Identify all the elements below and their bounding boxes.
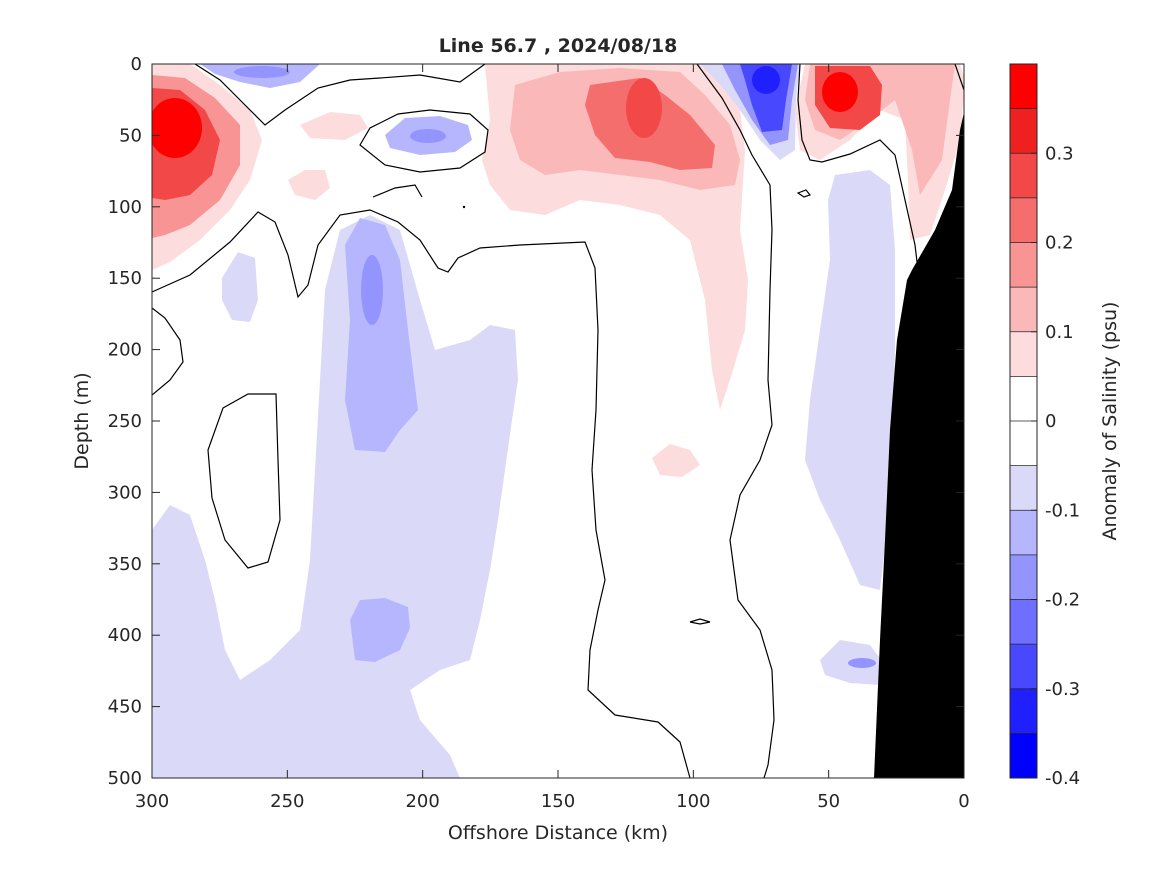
- contour-region-neg-east: [805, 170, 895, 590]
- contour-region-neg-top-core: [234, 66, 290, 78]
- plot-area: 300 250 200 150 100 50 0 050100150200250300350…: [108, 54, 970, 812]
- contour-region-neg-deep-east-core: [848, 658, 876, 668]
- colorbar-tick-label: -0.1: [1045, 500, 1080, 521]
- colorbar-tick-label: 0.3: [1045, 143, 1074, 164]
- colorbar-segment: [1010, 733, 1037, 778]
- colorbar-tick-label: -0.2: [1045, 590, 1080, 611]
- y-tick-label: 150: [108, 268, 142, 289]
- y-tick-label: 300: [108, 482, 142, 503]
- contour-region-neg-small: [222, 252, 258, 322]
- colorbar-tick-label: 0.2: [1045, 233, 1074, 254]
- colorbar-tick-label: 0: [1045, 411, 1056, 432]
- x-tick-label: 100: [676, 791, 710, 812]
- contour-region-neg-50-core: [410, 129, 446, 143]
- x-axis: 300 250 200 150 100 50 0: [135, 64, 970, 812]
- contour-region-neg-west: [152, 215, 518, 778]
- colorbar-segment: [1010, 465, 1037, 511]
- colorbar-segment: [1010, 376, 1037, 421]
- colorbar-segment: [1010, 644, 1037, 689]
- colorbar-segment: [1010, 688, 1037, 734]
- contour-region-neg-coastal-core: [752, 66, 780, 94]
- contour-region-pos-west-core: [152, 98, 202, 158]
- colorbar-tick-label: 0.1: [1045, 322, 1074, 343]
- x-tick-label: 250: [270, 791, 304, 812]
- y-tick-label: 500: [108, 768, 142, 789]
- colorbar-segment: [1010, 153, 1037, 198]
- contour-dot: [462, 205, 466, 209]
- contour-region-pos-east-core: [822, 72, 858, 112]
- colorbar-tick-label: -0.4: [1045, 768, 1080, 789]
- colorbar-label: Anomaly of Salinity (psu): [1099, 302, 1121, 541]
- x-tick-label: 150: [541, 791, 575, 812]
- x-tick-label: 0: [958, 791, 969, 812]
- contour-region-pos-small-deep: [652, 444, 700, 477]
- x-tick-label: 300: [135, 791, 169, 812]
- y-tick-label: 250: [108, 411, 142, 432]
- y-tick-label: 50: [119, 125, 142, 146]
- colorbar-segment: [1010, 421, 1037, 466]
- colorbar: 0.3 0.2 0.1 0 -0.1 -0.2 -0.3 -0.4: [1009, 63, 1080, 789]
- colorbar-segment: [1010, 331, 1037, 377]
- y-axis: 0 50 100 150 200 250 300 350 400 450 500: [108, 54, 964, 789]
- zero-contour-lines: [152, 64, 964, 778]
- x-tick-label: 50: [817, 791, 840, 812]
- y-axis-label: Depth (m): [71, 372, 93, 469]
- y-tick-label: 350: [108, 554, 142, 575]
- contour-region-neg-deepcore: [361, 255, 383, 325]
- y-tick-label: 0: [131, 54, 142, 75]
- colorbar-segment: [1010, 554, 1037, 600]
- contour-region-pos-central-core: [626, 78, 662, 138]
- colorbar-segment: [1010, 510, 1037, 555]
- colorbar-segment: [1010, 599, 1037, 645]
- colorbar-segment: [1010, 108, 1037, 154]
- colorbar-tick-label: -0.3: [1045, 679, 1080, 700]
- filled-contours: [152, 64, 964, 778]
- y-tick-label: 450: [108, 697, 142, 718]
- colorbar-segment: [1010, 197, 1037, 243]
- colorbar-segment: [1010, 242, 1037, 288]
- colorbar-segment: [1010, 287, 1037, 332]
- colorbar-segment: [1010, 64, 1037, 109]
- contour-region-neg-core-deep: [350, 598, 410, 662]
- x-axis-label: Offshore Distance (km): [448, 822, 668, 844]
- y-tick-label: 200: [108, 340, 142, 361]
- chart-title: Line 56.7 , 2024/08/18: [439, 35, 678, 57]
- x-tick-label: 200: [405, 791, 439, 812]
- y-tick-label: 400: [108, 625, 142, 646]
- y-tick-label: 100: [108, 197, 142, 218]
- bathymetry: [874, 112, 964, 778]
- contour-region-pos-small-240: [288, 170, 330, 200]
- contour-region-pos-small-230: [300, 112, 368, 140]
